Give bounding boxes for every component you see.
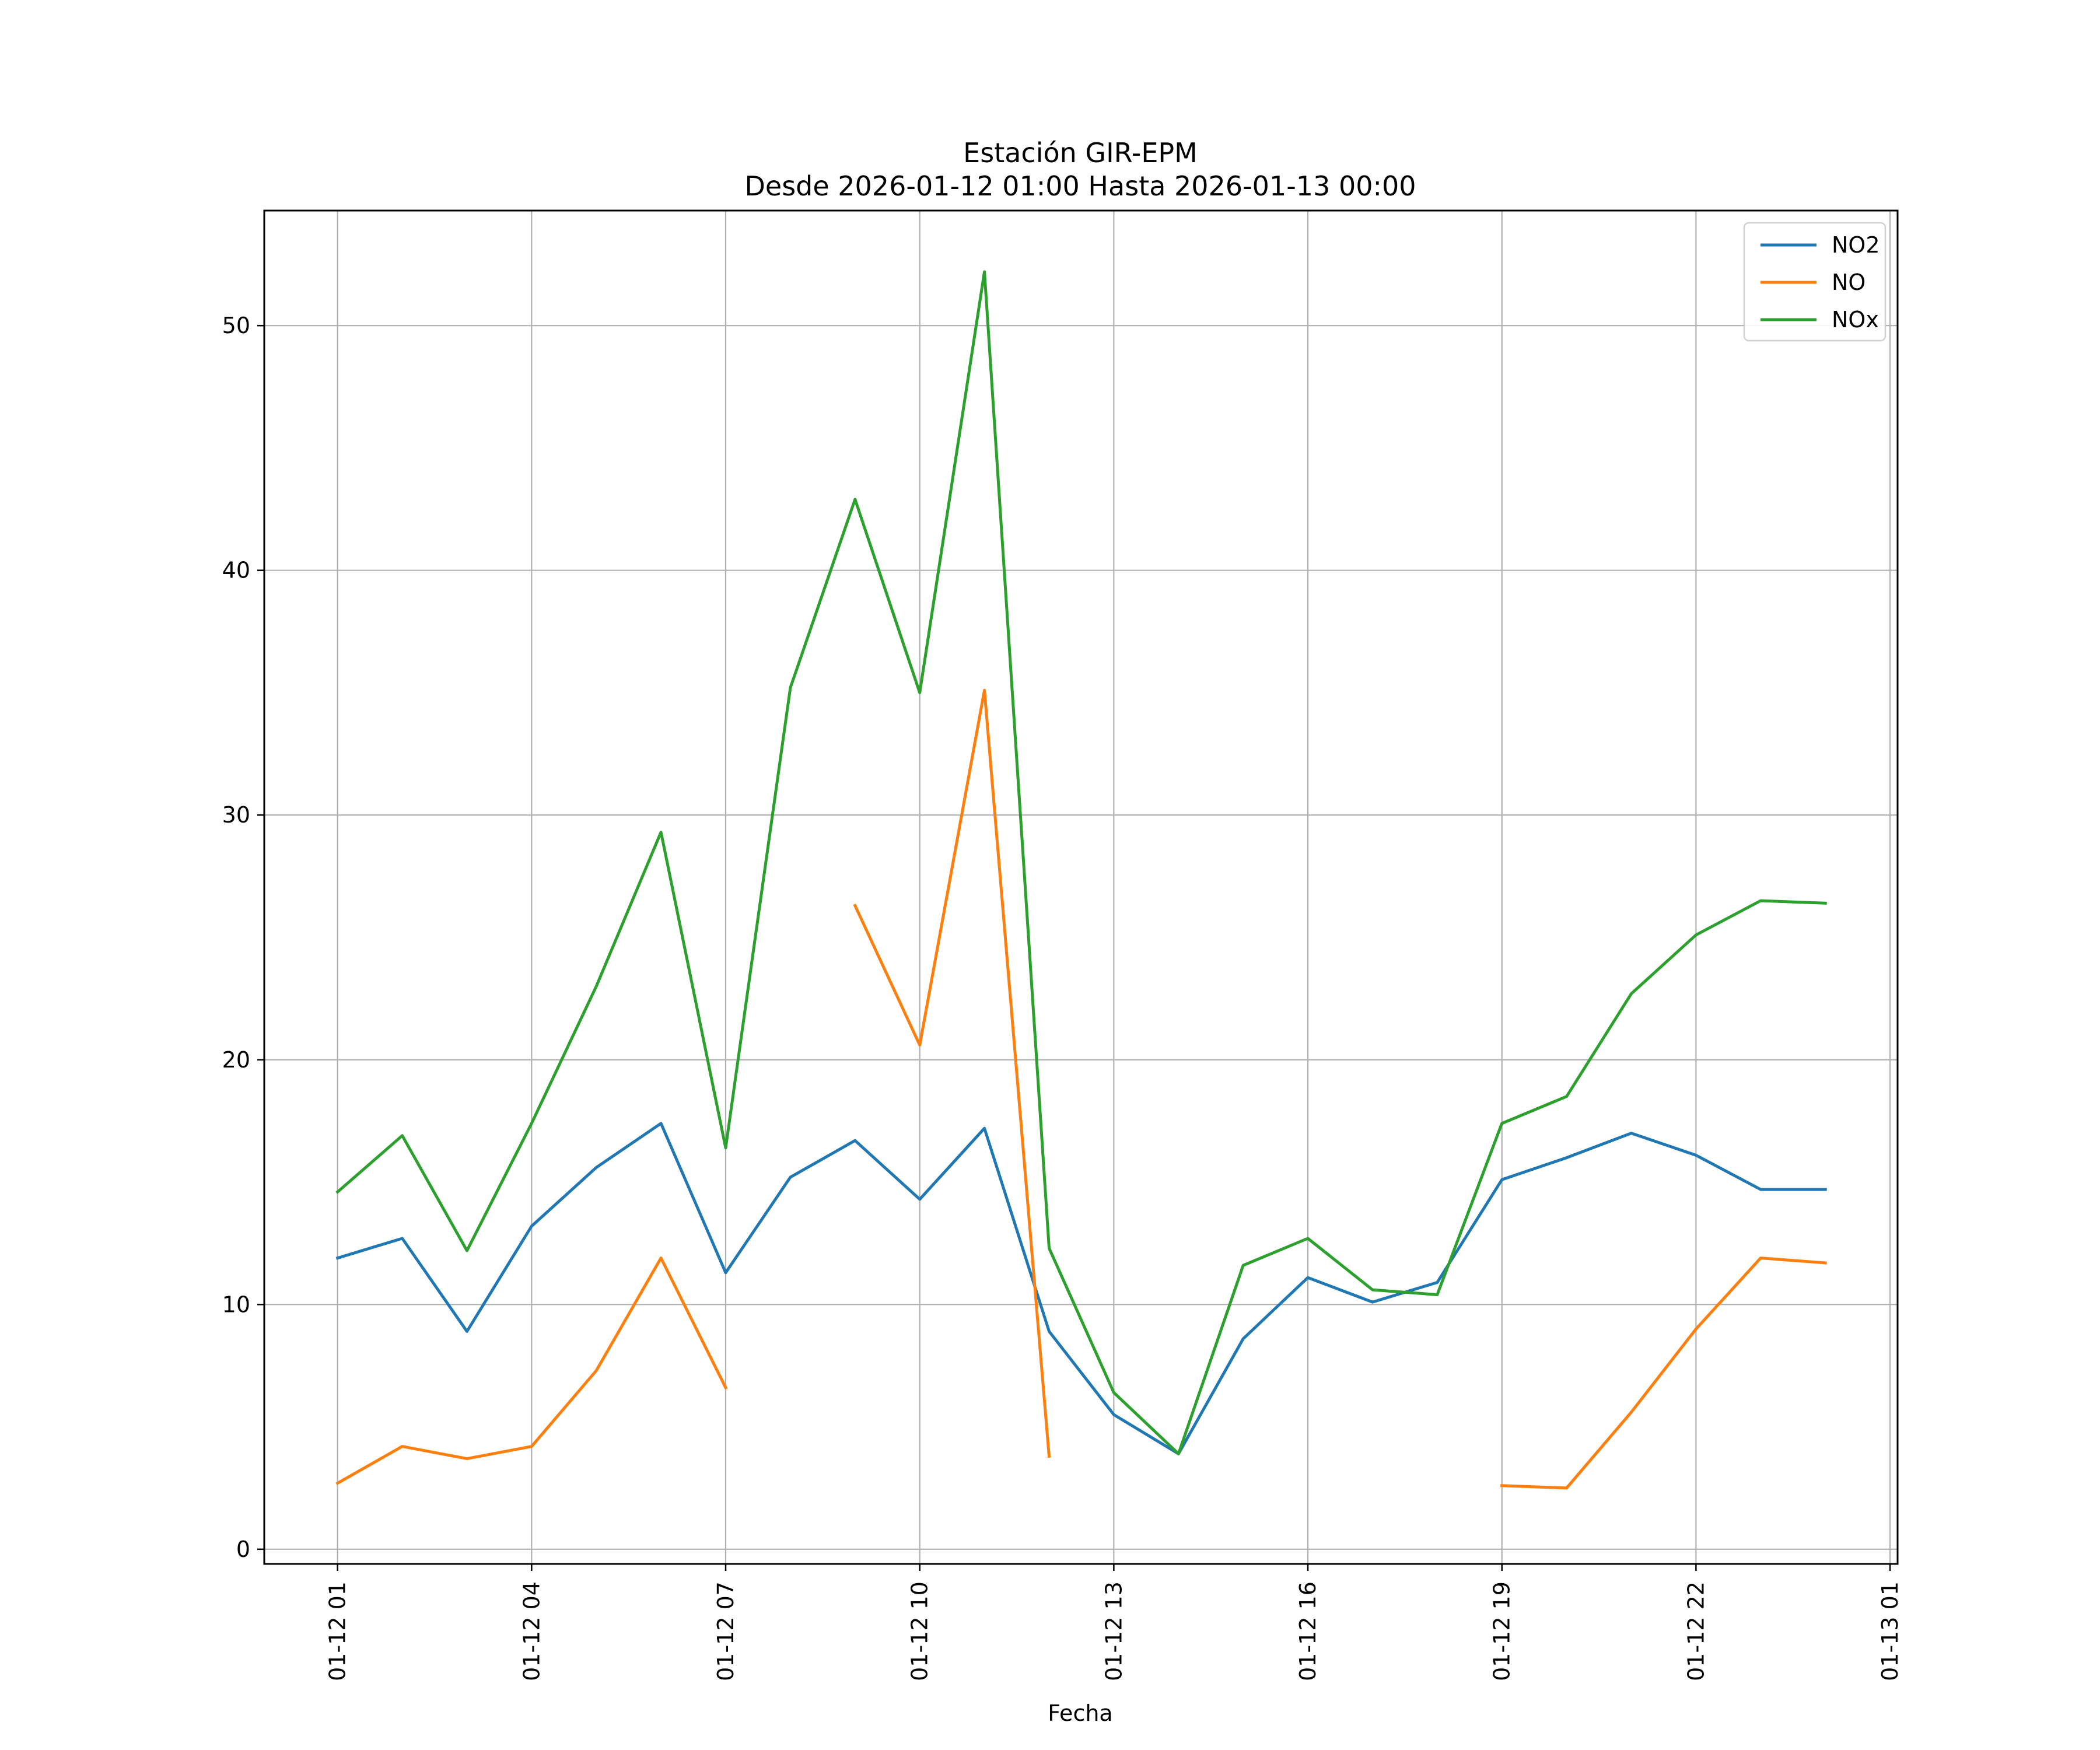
series-nox: [335, 270, 1827, 1455]
series-line-no2: [335, 1122, 1827, 1455]
y-tick-label: 0: [236, 1536, 250, 1562]
x-tick-label: 01-12 13: [1101, 1581, 1126, 1681]
x-tick-label: 01-13 01: [1877, 1581, 1903, 1681]
x-tick-label: 01-12 07: [713, 1581, 738, 1681]
plot-frame: [263, 209, 1899, 1565]
x-axis-label: Fecha: [1048, 1700, 1112, 1726]
y-tick-label: 50: [222, 313, 250, 338]
series-no: [335, 688, 1827, 1490]
y-axis: 0 10 20 30 40 50: [222, 313, 264, 1562]
legend: NO2 NO NOx: [1743, 222, 1887, 342]
x-tick-label: 01-12 04: [519, 1581, 544, 1681]
x-tick-label: 01-12 10: [907, 1581, 933, 1681]
x-tick-label: 01-12 16: [1295, 1581, 1321, 1681]
series-lines: [335, 270, 1827, 1490]
chart-subtitle: Desde 2026-01-12 01:00 Hasta 2026-01-13 …: [744, 170, 1416, 202]
y-tick-label: 10: [222, 1292, 250, 1317]
x-tick-label: 01-12 19: [1489, 1581, 1515, 1681]
grid: [264, 211, 1898, 1564]
chart-title: Estación GIR-EPM: [963, 137, 1198, 169]
legend-label-no: NO: [1832, 270, 1866, 295]
x-axis: 01-12 01 01-12 04 01-12 07 01-12 10 01-12 13…: [325, 1564, 1903, 1681]
legend-label-nox: NOx: [1832, 307, 1879, 332]
legend-label-no2: NO2: [1832, 232, 1880, 258]
x-tick-label: 01-12 01: [325, 1581, 351, 1681]
series-no2: [335, 1122, 1827, 1455]
x-tick-label: 01-12 22: [1683, 1581, 1709, 1681]
series-line-nox: [335, 270, 1827, 1455]
y-tick-label: 30: [222, 802, 250, 828]
y-tick-label: 20: [222, 1047, 250, 1073]
y-tick-label: 40: [222, 558, 250, 583]
